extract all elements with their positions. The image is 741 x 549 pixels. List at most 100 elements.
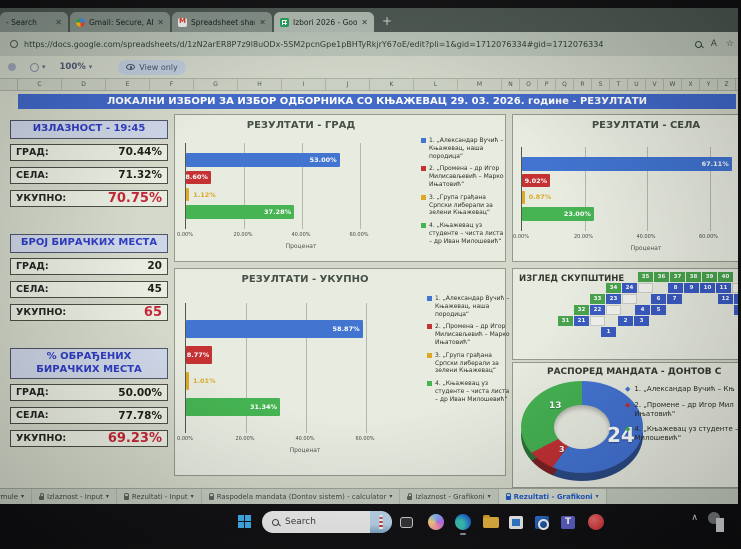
grid-corner-cell[interactable] xyxy=(0,79,18,90)
column-header-F[interactable]: F xyxy=(150,79,194,90)
sheet-tab-0[interactable]: formule▾ xyxy=(0,489,33,504)
taskbar-search[interactable]: Search xyxy=(262,511,392,533)
favorites-star-icon[interactable]: ☆ xyxy=(725,39,734,49)
donut-legend-text: 2. „Промене – др Игор Мил Ињатовић“ xyxy=(634,400,734,418)
read-aloud-icon[interactable]: A xyxy=(710,39,717,49)
assembly-seat: 32 xyxy=(574,305,589,315)
donut-value-green: 13 xyxy=(549,401,562,411)
column-header-R[interactable]: R xyxy=(574,79,592,90)
lock-icon xyxy=(39,492,45,500)
assembly-seat: 33 xyxy=(590,294,605,304)
sheet-tab-4[interactable]: Izlaznost - Grafikoni ▾ xyxy=(400,489,499,504)
result-bar: 23.00% xyxy=(522,207,594,221)
sheet-tab-2[interactable]: Rezultati - Input ▾ xyxy=(117,489,202,504)
assembly-seat: 2 xyxy=(618,316,633,326)
red-circle-app-icon[interactable] xyxy=(588,514,604,530)
gridline xyxy=(709,147,711,231)
sheet-tab-active[interactable]: Rezultati - Grafikoni ▾ xyxy=(498,489,607,504)
file-explorer-icon[interactable] xyxy=(483,515,499,528)
urlbar-actions: A ☆ xyxy=(694,39,734,49)
column-header-M[interactable]: M xyxy=(458,79,502,90)
store-icon[interactable] xyxy=(509,516,523,529)
legend-item: 2. „Промена – др Игор Милисављевић – Мар… xyxy=(421,165,505,188)
column-header-G[interactable]: G xyxy=(194,79,238,90)
column-header-W[interactable]: W xyxy=(664,79,682,90)
sheets-toolbar: ▾ 100% ▾ View only xyxy=(0,56,738,78)
tray-partial-icon[interactable] xyxy=(716,518,724,532)
bar-value-label: 8.60% xyxy=(185,173,208,182)
column-header-D[interactable]: D xyxy=(62,79,106,90)
teams-icon[interactable] xyxy=(561,516,575,529)
column-header-Y[interactable]: Y xyxy=(700,79,718,90)
gridline xyxy=(306,303,307,433)
google-favicon xyxy=(76,17,85,27)
browser-tab[interactable]: Spreadsheet shared with you: “Izl ✕ xyxy=(172,12,272,32)
assembly-seat: 22 xyxy=(590,305,605,315)
new-tab-button[interactable]: + xyxy=(382,14,393,28)
page-security-icon[interactable] xyxy=(10,40,18,48)
column-header-C[interactable]: C xyxy=(18,79,62,90)
tab-title: Izbori 2026 - Google Sheets xyxy=(293,17,358,27)
column-header-Z[interactable]: Z xyxy=(718,79,736,90)
legend-item: 4. „Књажевац уз студенте – чиста листа –… xyxy=(421,222,505,245)
chevron-down-icon: ▾ xyxy=(88,63,93,71)
column-header-L[interactable]: L xyxy=(414,79,458,90)
tab-close-icon[interactable]: ✕ xyxy=(157,17,164,27)
browser-tab[interactable]: - Search ✕ xyxy=(0,12,68,32)
column-header-K[interactable]: K xyxy=(370,79,414,90)
sheet-tab-3[interactable]: Raspodela mandata (Dontov sistem) - calc… xyxy=(202,489,401,504)
column-header-O[interactable]: O xyxy=(520,79,538,90)
browser-tab[interactable]: Gmail: Secure, AI-Powered Email |✕ xyxy=(70,12,170,32)
view-only-label: View only xyxy=(139,62,178,72)
x-tick-label: 0.00% xyxy=(177,436,193,442)
column-header-E[interactable]: E xyxy=(106,79,150,90)
browser-url-bar: https://docs.google.com/spreadsheets/d/1… xyxy=(0,32,738,56)
view-only-badge[interactable]: View only xyxy=(118,59,186,75)
column-header-T[interactable]: T xyxy=(610,79,628,90)
result-bar: 67.11% xyxy=(522,157,732,171)
stats-panel-header: ИЗЛАЗНОСТ - 19:45 xyxy=(10,120,168,139)
result-bar xyxy=(186,372,190,390)
column-header-P[interactable]: P xyxy=(538,79,556,90)
toolbar-undo-icon[interactable] xyxy=(30,62,39,72)
active-app-indicator xyxy=(460,533,466,535)
sheet-tab-1[interactable]: Izlaznost - Input ▾ xyxy=(32,489,117,504)
start-button-icon[interactable] xyxy=(238,515,251,528)
tab-close-icon[interactable]: ✕ xyxy=(55,17,62,27)
column-header-Q[interactable]: Q xyxy=(556,79,574,90)
lock-icon xyxy=(407,492,413,500)
sheet-tab-label: Izlaznost - Grafikoni xyxy=(415,492,485,501)
stats-panel-1: БРОЈ БИРАЧКИХ МЕСТА ГРАД: 20 СЕЛА: 45 УКУПНО:… xyxy=(10,234,168,327)
stat-value: 69.23% xyxy=(107,431,162,446)
task-view-icon[interactable] xyxy=(400,517,413,528)
zoom-select[interactable]: 100% xyxy=(59,62,86,72)
assembly-seat: 4 xyxy=(635,305,650,315)
bar-value-label: 8.77% xyxy=(186,351,210,359)
column-header-V[interactable]: V xyxy=(646,79,664,90)
tab-close-icon[interactable]: ✕ xyxy=(259,17,266,27)
address-input[interactable]: https://docs.google.com/spreadsheets/d/1… xyxy=(24,39,604,49)
assembly-seat: 11 xyxy=(716,283,731,293)
assembly-seat xyxy=(638,283,653,293)
column-header-N[interactable]: N xyxy=(502,79,520,90)
browser-tab-active[interactable]: Izbori 2026 - Google Sheets✕ xyxy=(274,12,374,32)
column-header-J[interactable]: J xyxy=(326,79,370,90)
stat-row: ГРАД: 70.44% xyxy=(10,143,168,161)
chart-title: РЕЗУЛТАТИ - ГРАД xyxy=(246,120,356,131)
column-header-S[interactable]: S xyxy=(592,79,610,90)
column-header-I[interactable]: I xyxy=(282,79,326,90)
assembly-seat xyxy=(590,316,605,326)
tab-close-icon[interactable]: ✕ xyxy=(361,17,368,27)
outlook-icon[interactable] xyxy=(535,516,549,530)
donut-legend-item: ◆ 4. „Књажевац уз студенте – Милошевић“ xyxy=(625,425,738,443)
legend-text: 3. „Група грађана Српски либерали за зел… xyxy=(429,193,493,217)
find-on-page-icon[interactable] xyxy=(694,40,702,48)
tray-chevron-up-icon[interactable]: ∧ xyxy=(691,513,698,523)
column-header-X[interactable]: X xyxy=(682,79,700,90)
column-header-U[interactable]: U xyxy=(628,79,646,90)
result-bar: 9.02% xyxy=(522,173,551,188)
toolbar-menu-icon[interactable] xyxy=(8,63,16,71)
column-header-H[interactable]: H xyxy=(238,79,282,90)
edge-icon[interactable] xyxy=(455,514,471,530)
copilot-icon[interactable] xyxy=(428,514,444,530)
